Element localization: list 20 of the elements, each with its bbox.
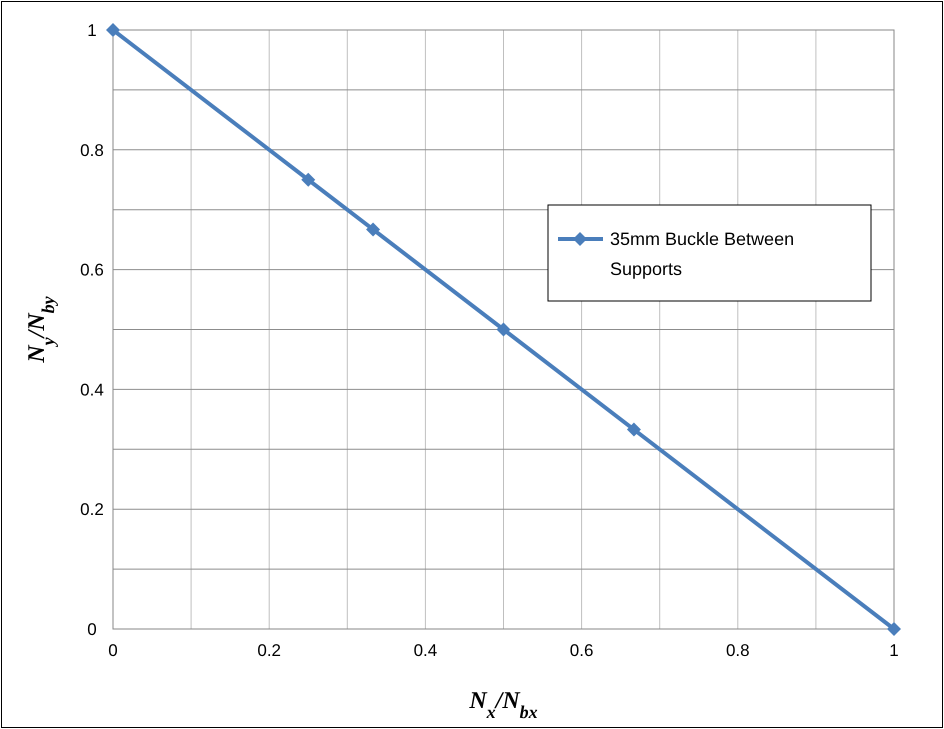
- point: [366, 222, 380, 236]
- y-tick-label: 0.6: [80, 260, 104, 280]
- x-tick-label: 1: [889, 641, 899, 660]
- point: [496, 322, 510, 336]
- point: [626, 422, 641, 437]
- x-tick-label: 0: [108, 641, 118, 660]
- x-tick-label: 0.6: [570, 641, 594, 660]
- point: [887, 622, 901, 636]
- y-tick-label: 0.2: [80, 500, 104, 520]
- y-tick-label: 0.8: [80, 140, 104, 160]
- y-tick-label: 0: [87, 620, 97, 639]
- y-tick-label: 0.4: [80, 380, 104, 400]
- x-tick-label: 0.2: [257, 641, 282, 660]
- point: [301, 172, 316, 187]
- legend-label: 35mm Buckle Between Supports: [610, 229, 794, 279]
- y-tick-label: 1: [87, 21, 97, 40]
- x-tick-label: 0.8: [726, 641, 750, 660]
- x-axis-title: N$_{x}$/N$_{bx}$: [468, 688, 538, 722]
- point: [106, 23, 120, 37]
- x-tick-label: 0.4: [414, 641, 438, 660]
